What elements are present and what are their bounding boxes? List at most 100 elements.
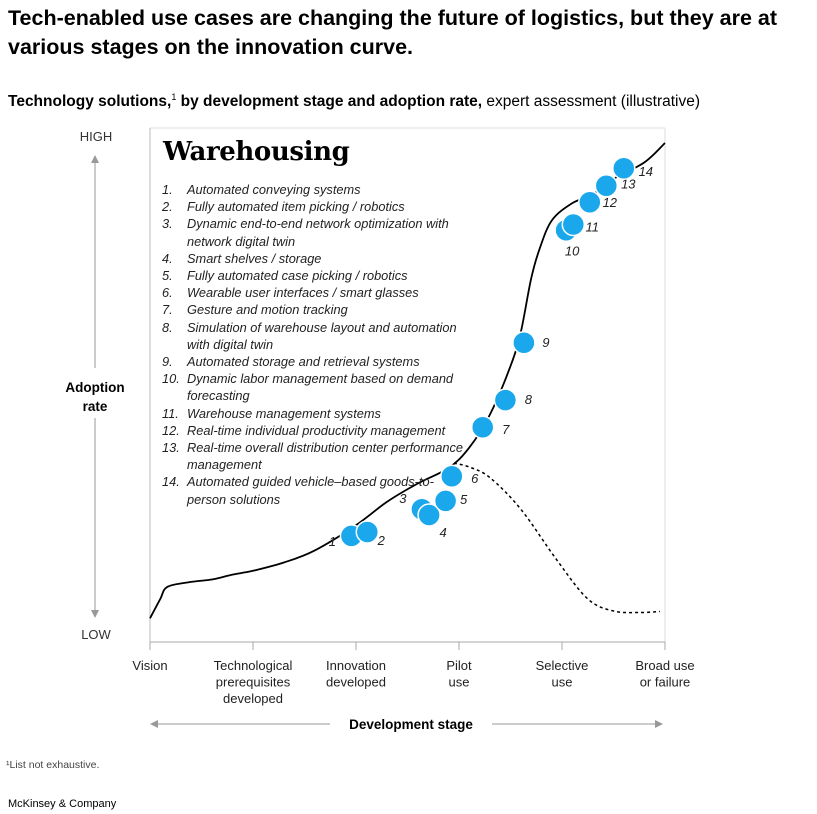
legend-item-text: Gesture and motion tracking [187,302,348,318]
data-point [433,489,458,513]
page-title: Tech-enabled use cases are changing the … [8,6,778,59]
legend-item-text: Real-time individual productivity manage… [187,422,446,438]
data-point-label: 1 [329,534,336,549]
data-point [440,464,464,488]
failure-curve [453,462,660,614]
data-point-label: 9 [542,335,549,350]
arrow-down-icon [91,610,99,618]
data-point-label: 8 [525,392,533,407]
legend-item-text: Automated conveying systems [187,182,361,197]
footnote: ¹List not exhaustive. [6,759,100,771]
legend-item-number: 10. [162,371,180,387]
data-point-label: 12 [603,195,618,210]
legend-item-text: Fully automated case picking / robotics [187,268,408,284]
data-point-label: 4 [439,525,446,540]
footnote-marker: 1 [171,92,177,102]
x-tick-label: use [552,675,573,690]
legend-item-text: Dynamic end-to-end network optimization … [187,216,449,249]
legend-item-number: 14. [162,474,180,490]
x-tick-label: prerequisites [216,675,291,690]
legend-item: 1. Automated conveying systems [162,181,467,198]
legend-item-number: 8. [162,319,173,335]
legend-item-number: 2. [162,199,173,215]
legend-item-number: 5. [162,268,173,284]
legend-item-number: 3. [162,216,173,232]
data-point-label: 5 [460,492,468,507]
y-axis-title-line2: rate [83,399,108,414]
legend-item-text: Warehouse management systems [187,405,381,421]
legend-item-text: Real-time overall distribution center pe… [187,440,463,473]
data-point-label: 6 [471,471,479,486]
subtitle-light: expert assessment (illustrative) [482,93,701,110]
legend-item-number: 4. [162,250,173,266]
legend-item-number: 12. [162,422,180,438]
legend-item: 14. Automated guided vehicle–based goods-… [162,473,467,507]
legend-item-text: Wearable user interfaces / smart glasses [187,285,419,301]
data-point [493,388,518,412]
legend-item: 5. Fully automated case picking / robotic… [162,267,467,284]
legend-item-number: 13. [162,440,180,456]
x-tick-label: Pilot [446,658,472,673]
arrow-left-icon [150,720,158,728]
data-point-label: 3 [399,491,407,506]
data-point [561,212,586,237]
legend-item: 12. Real-time individual productivity man… [162,422,467,439]
brand-name: McKinsey & Company [8,798,117,810]
data-point [355,520,380,544]
arrow-up-icon [91,155,99,163]
x-tick-label: use [449,675,470,690]
data-point-label: 2 [377,533,386,548]
legend-item-text: Simulation of warehouse layout and autom… [187,319,457,352]
legend-item-number: 9. [162,354,173,370]
data-point [594,173,619,198]
y-label-low: LOW [81,627,111,642]
legend-item: 4. Smart shelves / storage [162,250,467,267]
use-case-list: 1. Automated conveying systems 2. Fully aut… [162,181,467,508]
x-tick-label: Selective [536,658,589,673]
data-point-label: 11 [586,220,600,235]
x-tick-label: Vision [132,658,167,673]
legend-item-text: Automated guided vehicle–based goods-to-… [187,474,434,507]
data-point [612,156,636,180]
legend-item: 2. Fully automated item picking / robotic… [162,198,467,215]
arrow-right-icon [655,720,663,728]
x-tick-label: Innovation [326,658,386,673]
x-tick-label: or failure [640,675,691,690]
data-point [512,331,536,355]
legend-item: 9. Automated storage and retrieval system… [162,353,467,370]
legend-item-number: 1. [162,182,173,197]
panel-title: Warehousing [163,137,350,167]
legend-item-number: 7. [162,302,173,318]
legend-item: 6. Wearable user interfaces / smart glass… [162,284,467,301]
subtitle-bold-2: by development stage and adoption rate, [176,93,483,110]
legend-item: 11. Warehouse management systems [162,405,467,422]
data-point-label: 7 [502,422,510,437]
legend-item-text: Automated storage and retrieval systems [187,354,420,370]
legend-item-number: 6. [162,285,173,301]
subtitle-bold: Technology solutions, [8,93,172,110]
legend-item-text: Fully automated item picking / robotics [187,199,405,215]
data-point [578,190,602,214]
legend-item: 13. Real-time overall distribution center… [162,439,467,473]
legend-item-text: Dynamic labor management based on demand… [187,371,454,404]
y-label-high: HIGH [80,129,113,144]
data-point-label: 10 [565,243,580,258]
legend-item-text: Smart shelves / storage [187,250,322,266]
legend-item-number: 11. [162,405,179,421]
data-point [470,415,495,439]
legend-item: 3. Dynamic end-to-end network optimizatio… [162,215,467,249]
data-point [417,503,441,527]
legend-item: 7. Gesture and motion tracking [162,301,467,318]
x-tick-label: developed [223,691,283,706]
data-point-label: 14 [639,164,653,179]
x-axis-title: Development stage [349,717,473,732]
y-axis-title-line1: Adoption [65,380,124,395]
legend-item: 10. Dynamic labor management based on dem… [162,370,467,404]
x-tick-label: Technological [214,658,293,673]
legend-item: 8. Simulation of warehouse layout and aut… [162,319,467,353]
data-point-label: 13 [621,177,636,192]
x-tick-label: Broad use [635,658,694,673]
subtitle: Technology solutions,1 by development st… [8,87,813,112]
x-tick-label: developed [326,675,386,690]
